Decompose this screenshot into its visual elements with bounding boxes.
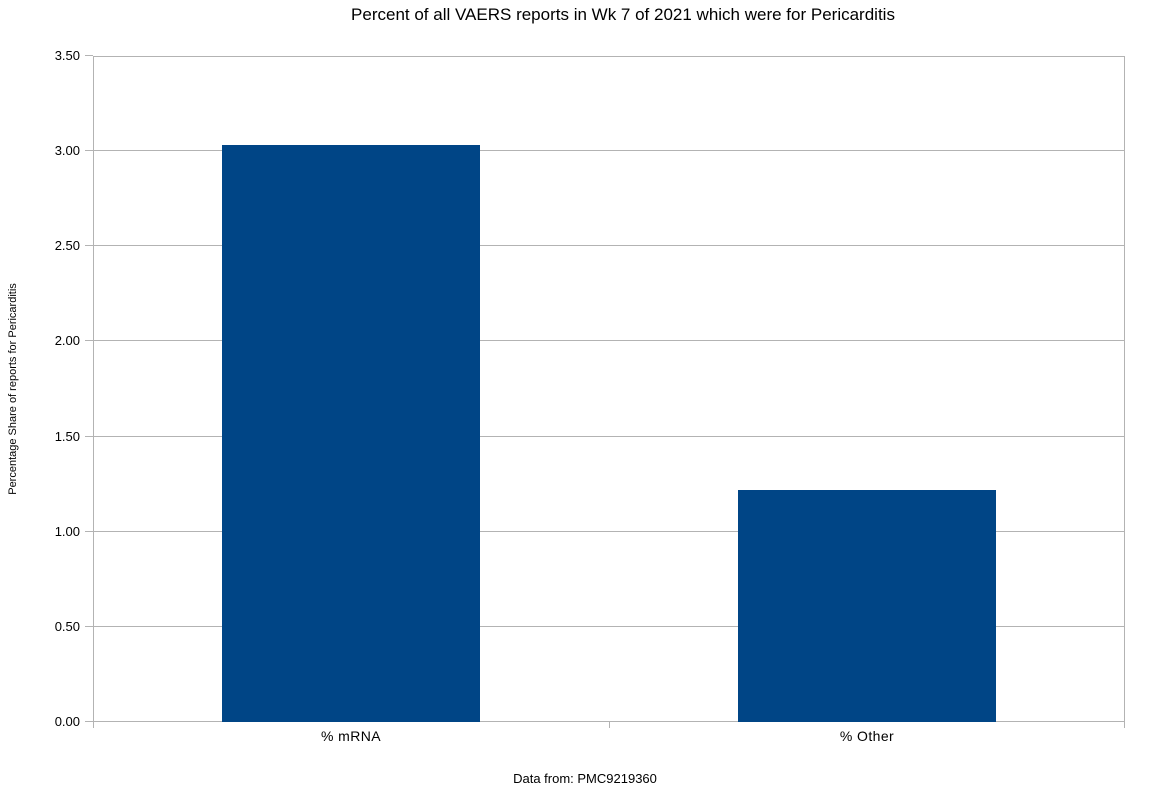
x-axis-tick xyxy=(93,722,94,728)
gridline xyxy=(94,436,1124,437)
y-axis-tick xyxy=(85,340,93,341)
y-axis-tick-label: 0.00 xyxy=(54,714,80,729)
y-axis-title: Percentage Share of reports for Pericard… xyxy=(7,283,19,495)
y-axis-tick xyxy=(85,531,93,532)
gridline xyxy=(94,245,1124,246)
bar-other xyxy=(738,490,996,722)
y-axis-tick xyxy=(85,150,93,151)
bar-mrna xyxy=(222,145,480,722)
y-axis-tick-label: 1.00 xyxy=(54,524,80,539)
y-axis-tick xyxy=(85,245,93,246)
y-axis-tick xyxy=(85,626,93,627)
y-axis-tick xyxy=(85,721,93,722)
chart-title: Percent of all VAERS reports in Wk 7 of … xyxy=(351,5,895,24)
gridline xyxy=(94,340,1124,341)
y-axis-tick xyxy=(85,55,93,56)
y-axis-tick-label: 1.50 xyxy=(54,429,80,444)
y-axis-tick-label: 2.50 xyxy=(54,238,80,253)
y-axis-tick xyxy=(85,436,93,437)
y-axis-tick-label: 3.00 xyxy=(54,143,80,158)
x-axis-tick xyxy=(609,722,610,728)
y-axis-tick-label: 2.00 xyxy=(54,333,80,348)
x-axis-category-label: % Other xyxy=(839,728,895,744)
gridline xyxy=(94,150,1124,151)
y-axis-tick-label: 0.50 xyxy=(54,619,80,634)
x-axis-category-label: % mRNA xyxy=(321,728,381,744)
gridline xyxy=(94,626,1124,627)
chart-footer: Data from: PMC9219360 xyxy=(513,771,657,786)
gridline xyxy=(94,531,1124,532)
y-axis-tick-label: 3.50 xyxy=(54,48,80,63)
x-axis-tick xyxy=(1124,722,1125,728)
